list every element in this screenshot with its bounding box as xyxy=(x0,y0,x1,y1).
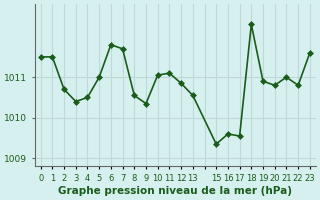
X-axis label: Graphe pression niveau de la mer (hPa): Graphe pression niveau de la mer (hPa) xyxy=(58,186,292,196)
